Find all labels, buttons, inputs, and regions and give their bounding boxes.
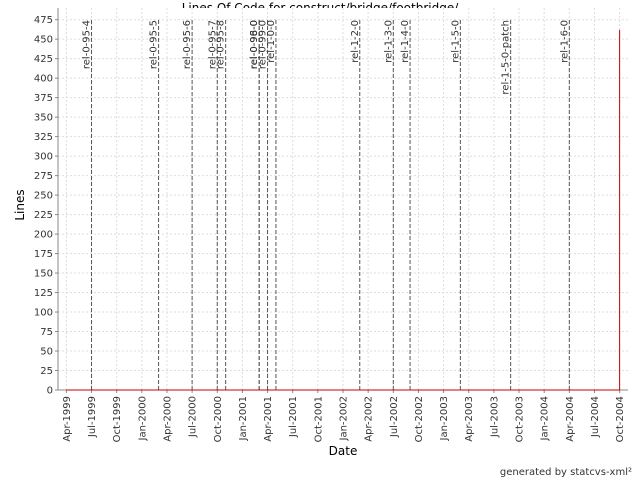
release-label: rel-0-96-0 [249,20,260,69]
x-tick-label: Apr-1999 [62,396,73,442]
x-tick-label: Jan-2001 [238,396,249,441]
x-tick-label: Jul-2003 [489,396,500,438]
release-label: rel-1-5-0-patch [501,20,512,95]
release-label: rel-0-95-5 [149,20,160,69]
y-tick-label: 275 [34,171,53,182]
y-tick-label: 250 [34,191,53,202]
x-tick-label: Apr-2001 [263,396,274,442]
release-label: rel-0-95-7 [207,20,218,69]
release-label: rel-1-3-0 [383,20,394,63]
x-tick-label: Oct-2001 [313,396,324,442]
release-label: rel-1-4-0 [400,20,411,63]
y-tick-label: 425 [34,54,53,65]
y-tick-label: 450 [34,35,53,46]
x-tick-label: Jul-1999 [87,396,98,438]
y-tick-label: 100 [34,308,53,319]
y-tick-label: 375 [34,93,53,104]
x-tick-label: Jan-2003 [439,396,450,441]
y-tick-label: 150 [34,269,53,280]
y-tick-label: 400 [34,74,53,85]
release-label: rel-0-95-4 [82,20,93,69]
y-tick-label: 175 [34,249,53,260]
x-tick-label: Oct-2000 [213,396,224,442]
x-axis-title: Date [329,444,358,458]
release-label: rel-0-98-0 [249,20,260,69]
data-line [66,29,621,391]
x-tick-label: Jan-2000 [137,396,148,441]
x-tick-label: Oct-1999 [112,396,123,442]
x-tick-label: Jan-2002 [339,396,350,441]
y-tick-label: 225 [34,210,53,221]
x-tick-label: Jul-2000 [188,396,199,438]
x-tick-label: Apr-2000 [162,396,173,442]
release-label: rel-0-95-6 [182,20,193,69]
x-tick-label: Jul-2002 [389,396,400,438]
y-tick-label: 200 [34,230,53,241]
x-tick-label: Jul-2004 [590,396,601,438]
release-label: rel-1-5-0 [450,20,461,63]
x-tick-label: Apr-2003 [464,396,475,442]
x-tick-label: Oct-2004 [615,396,626,442]
y-tick-label: 0 [47,386,53,397]
footer: generated by statcvs-xml² [500,467,632,478]
y-tick-label: 300 [34,152,53,163]
release-label: rel-0-95-8 [216,20,227,69]
release-label: rel-1-0-0 [266,20,277,63]
y-tick-label: 125 [34,288,53,299]
release-label: rel-0-99-0 [258,20,269,69]
x-tick-label: Jul-2001 [288,396,299,438]
y-tick-label: 50 [40,347,53,358]
release-label: rel-1-6-0 [559,20,570,63]
release-label: rel-1-2-0 [350,20,361,63]
y-tick-label: 325 [34,132,53,143]
x-tick-label: Apr-2002 [364,396,375,442]
y-tick-label: 475 [34,15,53,26]
x-tick-label: Oct-2003 [515,396,526,442]
y-tick-label: 350 [34,113,53,124]
x-tick-label: Jan-2004 [540,396,551,441]
x-tick-label: Oct-2002 [414,396,425,442]
y-tick-label: 25 [40,366,53,377]
y-tick-label: 75 [40,327,53,338]
x-tick-label: Apr-2004 [565,396,576,442]
y-axis-title: Lines [13,189,27,220]
plot-area [58,8,628,390]
